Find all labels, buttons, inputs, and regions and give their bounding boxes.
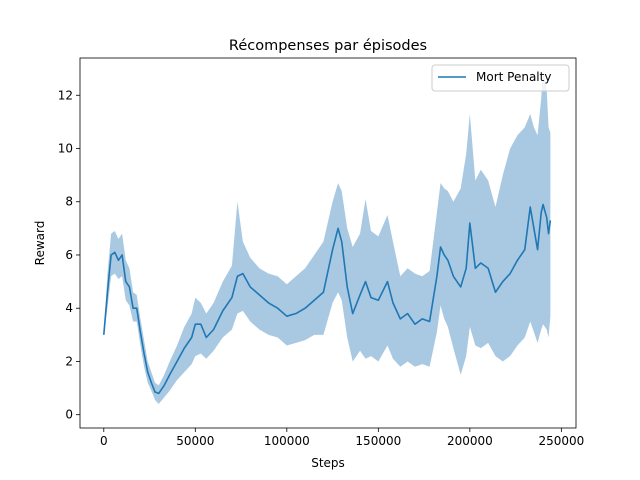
y-tick-label: 8 — [65, 195, 73, 209]
confidence-band-layer — [103, 68, 551, 405]
chart-title: Récompenses par épisodes — [229, 38, 427, 54]
y-axis-label: Reward — [33, 221, 47, 266]
x-tick-label: 150000 — [355, 434, 401, 448]
legend: Mort Penalty — [431, 64, 570, 92]
x-tick-label: 100000 — [264, 434, 310, 448]
y-tick-label: 10 — [58, 142, 73, 156]
y-tick-label: 4 — [65, 301, 73, 315]
x-tick-label: 0 — [100, 434, 108, 448]
y-tick-label: 0 — [65, 408, 73, 422]
axis-tick-layer: 0 50000 100000 150000 200000 250000 0 2 4 6 8 10 12 — [58, 88, 585, 448]
x-tick-label: 50000 — [176, 434, 214, 448]
x-tick-label: 200000 — [447, 434, 493, 448]
plot-frame — [79, 57, 577, 429]
y-tick-label: 2 — [65, 354, 73, 368]
series-line-mort-penalty — [102, 203, 552, 395]
legend-label: Mort Penalty — [476, 70, 551, 84]
x-axis-label: Steps — [311, 456, 345, 470]
y-tick-label: 12 — [58, 88, 73, 102]
legend-box — [431, 64, 570, 92]
series-confidence-band — [103, 68, 551, 405]
y-tick-label: 6 — [65, 248, 73, 262]
series-line-layer — [102, 203, 552, 395]
x-tick-label: 250000 — [538, 434, 584, 448]
